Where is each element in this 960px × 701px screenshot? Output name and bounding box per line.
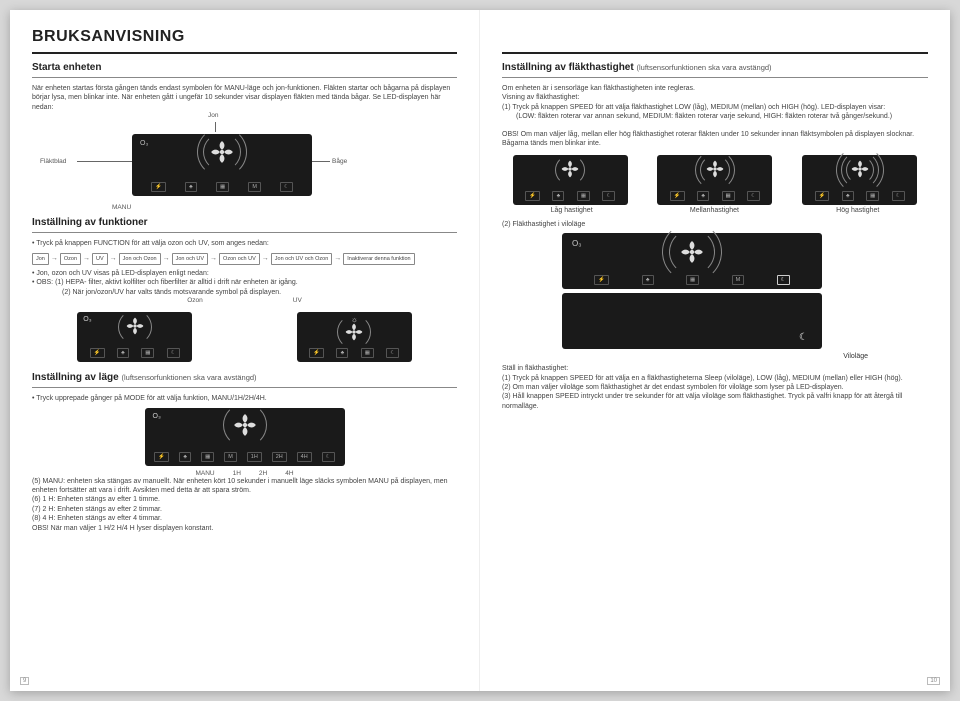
flow-7: Inaktiverar denna funktion [343, 253, 414, 265]
s1-title: Starta enheten [32, 62, 457, 73]
display-low: ⚡♣▦☾ [513, 155, 628, 205]
label-vilolage: Viloläge [502, 353, 868, 360]
label-jon: Jon [208, 112, 218, 119]
r-s1-p1: Om enheten är i sensorläge kan fläkthast… [502, 84, 928, 93]
flow-4: Jon och UV [172, 253, 208, 265]
label-flaktblad: Fläktblad [40, 158, 66, 165]
pagenum-right: 10 [927, 677, 940, 685]
display-high: ⚡♣▦☾ [802, 155, 917, 205]
s2-rule [32, 232, 457, 233]
s3-title: Inställning av läge (luftsensorfunktione… [32, 372, 457, 383]
flow-2: UV [92, 253, 108, 265]
s3-5: (5) MANU: enheten ska stängas av manuell… [32, 477, 457, 496]
manu-box: M [224, 452, 237, 462]
s2-b2: • Jon, ozon och UV visas på LED-displaye… [36, 269, 457, 278]
r-s3-p0: Ställ in fläkthastighet: [502, 364, 928, 373]
mode-labels: MANU 1H 2H 4H [32, 470, 457, 477]
tri-displays: ⚡♣▦☾ ⚡♣▦☾ ⚡♣▦☾ [502, 155, 928, 205]
r-s1-p3: (1) Tryck på knappen SPEED för att välja… [502, 103, 928, 112]
moon-icon: ☾ [777, 275, 790, 285]
s2-b1: • Tryck på knappen FUNCTION för att välj… [36, 239, 457, 248]
display-vilo2: ☾ [562, 293, 822, 349]
s2-b3: • OBS: (1) HEPA- filter, aktivt kolfilte… [36, 278, 457, 287]
r-s1-p4: (LOW: fläkten roterar var annan sekund, … [516, 112, 928, 121]
pagenum-left: 9 [20, 677, 29, 685]
manual-spread: BRUKSANVISNING Starta enheten När enhete… [10, 10, 950, 691]
display-vilo1: O₃ ⚡♣▦M☾ [562, 233, 822, 289]
r-s3-p2: (2) Om man väljer viloläge som fläkthast… [502, 383, 928, 392]
flow-0: Jon [32, 253, 49, 265]
display-med: ⚡♣▦☾ [657, 155, 772, 205]
s3-7: (7) 2 H: Enheten stängs av efter 2 timma… [32, 505, 457, 514]
moon-icon: ☾ [799, 332, 808, 343]
s3-6: (6) 1 H: Enheten stängs av efter 1 timme… [32, 495, 457, 504]
main-title: BRUKSANVISNING [32, 28, 457, 46]
label-ozon: Ozon [187, 297, 203, 304]
page-right: Inställning av fläkthastighet (luftsenso… [480, 10, 950, 691]
display-main: O₃ ⚡ ♣ ▦ M ☾ [132, 134, 312, 196]
label-uv: UV [293, 297, 302, 304]
flow-5: Ozon och UV [219, 253, 260, 265]
two-displays: O₃ ⚡♣▦☾ ☼ ⚡♣▦☾ [32, 308, 457, 366]
icon-tree: ♣ [185, 182, 197, 192]
o3-icon: O₃ [83, 316, 91, 323]
s2-b4: (2) När jon/ozon/UV har valts tänds mots… [62, 288, 457, 297]
s2-title: Inställning av funktioner [32, 217, 457, 228]
label-bage: Båge [332, 158, 347, 165]
r-s2-p1: (2) Fläkthastighet i viloläge [502, 220, 928, 229]
o3-icon: O₃ [572, 239, 581, 248]
title-rule-r [502, 52, 928, 54]
title-rule [32, 52, 457, 54]
r-s1-title: Inställning av fläkthastighet (luftsenso… [502, 62, 928, 73]
label-manu: MANU [112, 204, 457, 211]
r-s3-p3: (3) Håll knappen SPEED intryckt under tr… [502, 392, 928, 411]
r-s3-p1: (1) Tryck på knappen SPEED för att välja… [502, 374, 928, 383]
s1-rule [32, 77, 457, 78]
page-left: BRUKSANVISNING Starta enheten När enhete… [10, 10, 480, 691]
s3-rule [32, 387, 457, 388]
flow-row: Jon→ Ozon→ UV→ Jon och Ozon→ Jon och UV→… [32, 253, 457, 265]
display-uv: ☼ ⚡♣▦☾ [297, 312, 412, 362]
arc-inner [203, 133, 241, 171]
tri-labels: Låg hastighet Mellanhastighet Hög hastig… [502, 207, 928, 214]
o3-icon: O₃ [153, 413, 161, 420]
r-s1-p2: Visning av fläkthastighet: [502, 93, 928, 102]
icon-filter: ▦ [216, 182, 229, 192]
icon-manu: M [248, 182, 261, 192]
icon-row: ⚡ ♣ ▦ M ☾ [132, 182, 312, 192]
s1-p1: När enheten startas första gången tänds … [32, 84, 457, 112]
display-ozon: O₃ ⚡♣▦☾ [77, 312, 192, 362]
display-mode: O₃ ⚡♣▦ M 1H2H4H ☾ [145, 408, 345, 466]
o3-icon: O₃ [140, 140, 148, 147]
s3-obs: OBS! När man väljer 1 H/2 H/4 H lyser di… [32, 524, 457, 533]
flow-1: Ozon [60, 253, 81, 265]
flow-3: Jon och Ozon [119, 253, 161, 265]
flow-6: Jon och UV och Ozon [271, 253, 333, 265]
icon-moon: ☾ [280, 182, 293, 192]
s3-8: (8) 4 H: Enheten stängs av efter 4 timma… [32, 514, 457, 523]
icon-ion: ⚡ [151, 182, 166, 192]
